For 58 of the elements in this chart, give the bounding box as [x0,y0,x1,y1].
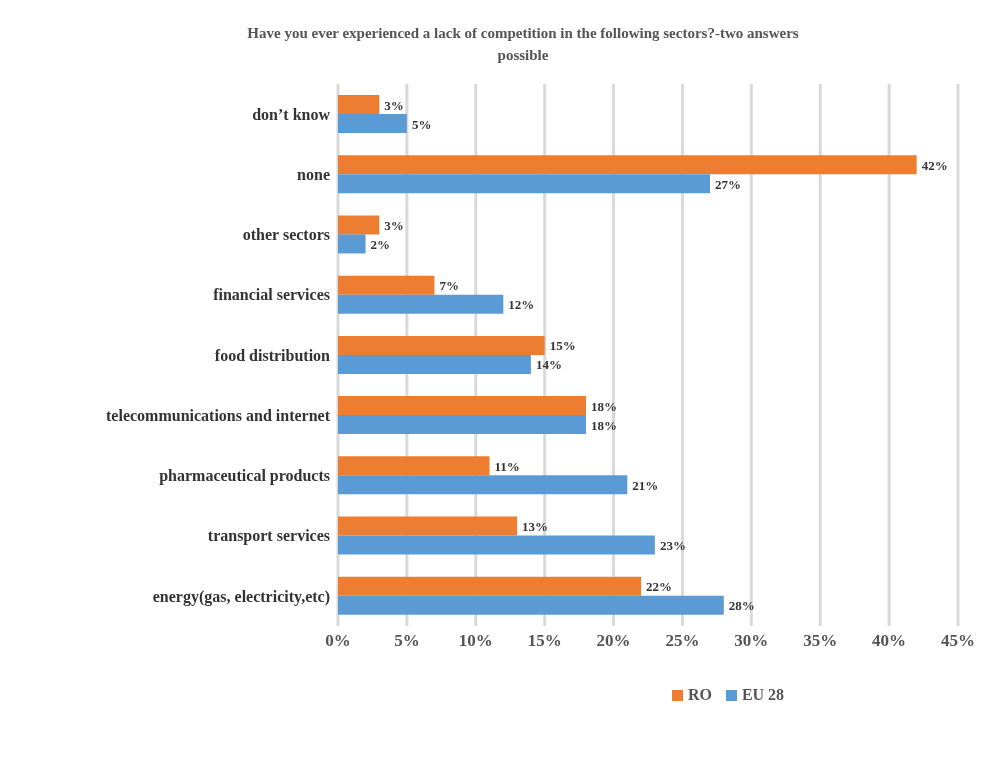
bar [338,576,642,596]
bar [338,396,586,416]
x-tick-label: 35% [803,631,838,651]
bar [338,516,518,536]
data-label: 23% [659,538,686,554]
bar [338,95,380,114]
data-label: 21% [632,477,659,493]
x-tick-label: 30% [734,631,769,651]
x-tick-label: 20% [596,631,631,651]
bar [338,155,917,175]
data-label: 14% [535,357,562,373]
data-label: 2% [370,236,391,252]
bar [338,114,407,133]
y-tick-label: pharmaceutical products [159,467,330,486]
legend-label: RO [687,686,712,704]
x-tick-label: 40% [872,631,907,651]
data-label: 28% [728,598,755,614]
bar [338,456,490,476]
data-label: 5% [411,116,432,132]
chart-title: Have you ever experienced a lack of competition in the following sectors?-two answers possible [246,24,800,65]
bar [338,535,655,555]
x-tick-label: 5% [394,631,420,651]
bar [338,595,724,615]
data-label: 11% [494,458,520,474]
x-tick-label: 15% [527,631,562,651]
data-label: 3% [384,97,404,113]
bar [338,354,531,374]
data-label: 18% [591,417,617,433]
data-label: 42% [921,157,948,173]
x-tick-label: 0% [325,631,351,651]
y-tick-label: other sectors [242,226,330,244]
data-label: 18% [591,398,617,414]
data-label: 7% [439,278,459,294]
bar [338,215,380,235]
data-label: 12% [508,297,535,313]
bar [338,475,628,495]
data-label: 3% [384,217,404,233]
x-tick-label: 45% [941,631,975,651]
data-label: 13% [522,519,549,535]
bar [338,275,435,295]
y-tick-label: transport services [207,527,330,546]
y-tick-label: food distribution [214,346,331,364]
data-label: 22% [646,579,673,595]
bar [338,234,366,254]
data-label: 15% [549,338,576,354]
y-tick-label: financial services [213,286,330,304]
x-tick-label: 25% [665,631,700,651]
data-label: 27% [715,176,741,192]
bar [338,335,545,355]
y-tick-label: none [297,166,330,184]
y-tick-label: telecommunications and internet [106,406,331,424]
bar [338,415,586,435]
x-tick-label: 10% [458,631,493,651]
bar [338,294,504,314]
y-tick-label: energy(gas, electricity,etc) [152,587,330,606]
bar [338,174,710,194]
legend-label: EU 28 [741,686,785,704]
y-tick-label: don’t know [252,105,331,123]
